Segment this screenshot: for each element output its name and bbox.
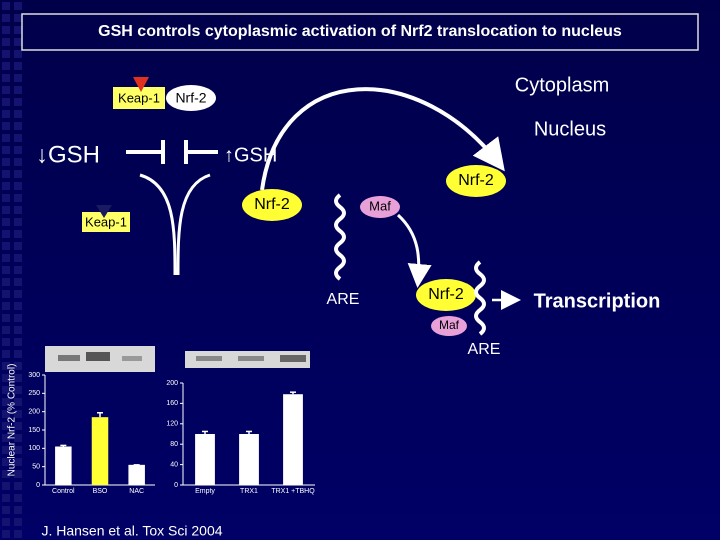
dna	[334, 193, 346, 281]
y-tick-label: 200	[28, 409, 40, 416]
bar	[91, 417, 109, 485]
x-tick-label: Empty	[195, 488, 215, 495]
bar	[239, 434, 259, 485]
nrf2-label: Nrf-2	[458, 172, 494, 189]
nrf2-label: Nrf-2	[428, 286, 464, 303]
keap1-box	[113, 87, 165, 109]
nrf2-node	[242, 189, 302, 221]
maf-label: Maf	[439, 318, 460, 332]
fork	[139, 173, 211, 276]
blot-band	[122, 356, 142, 361]
triangle	[133, 77, 149, 92]
maf-node	[431, 316, 467, 336]
y-axis-label: Nuclear Nrf-2 (% Control)	[7, 364, 18, 477]
maf-node	[360, 196, 400, 218]
nrf2-node	[166, 85, 216, 111]
slide-title: GSH controls cytoplasmic activation of N…	[98, 23, 622, 40]
translocation-arrow	[260, 87, 505, 191]
binding-arrow	[396, 213, 432, 288]
nrf2-node	[446, 165, 506, 197]
y-tick-label: 50	[32, 464, 40, 471]
keap1-box	[82, 212, 130, 232]
y-tick-label: 300	[28, 372, 40, 379]
blot-band	[86, 352, 110, 361]
y-tick-label: 120	[166, 421, 178, 428]
y-tick-label: 150	[28, 427, 40, 434]
blot-band	[58, 355, 80, 361]
title-box	[21, 13, 699, 51]
nucleus-label: Nucleus	[534, 118, 606, 140]
x-tick-label: BSO	[93, 488, 108, 495]
bar	[55, 446, 72, 485]
gsh-low: ↓GSH	[36, 141, 100, 168]
y-tick-label: 100	[28, 445, 40, 452]
y-tick-label: 80	[170, 441, 178, 448]
y-tick-label: 200	[166, 380, 178, 387]
nrf2-node	[416, 279, 476, 311]
cytoplasm-label: Cytoplasm	[515, 74, 609, 96]
x-tick-label: TRX1	[240, 488, 258, 495]
blot-band	[280, 355, 306, 362]
y-tick-label: 250	[28, 390, 40, 397]
keap1-label: Keap-1	[118, 90, 160, 105]
y-tick-label: 40	[170, 461, 178, 468]
x-tick-label: TRX1 +TBHQ	[271, 488, 315, 495]
bar	[195, 434, 215, 485]
blot-band	[196, 356, 222, 361]
y-tick-label: 0	[174, 482, 178, 489]
bar	[128, 464, 145, 485]
diagram: Cytoplasm Nucleus Keap-1 Nrf-2 ↓GSH ↑GSH…	[36, 74, 660, 358]
citation: J. Hansen et al. Tox Sci 2004	[41, 523, 222, 539]
are-label: ARE	[468, 341, 501, 358]
blot-band	[238, 356, 264, 361]
nrf2-label: Nrf-2	[254, 196, 290, 213]
transcription-label: Transcription	[534, 290, 661, 312]
bar	[283, 394, 303, 485]
x-tick-label: NAC	[129, 488, 144, 495]
y-tick-label: 0	[36, 482, 40, 489]
dna	[474, 260, 486, 336]
are-label: ARE	[327, 291, 360, 308]
keap1-label: Keap-1	[85, 214, 127, 229]
x-tick-label: Control	[52, 488, 75, 495]
triangle	[96, 205, 112, 218]
maf-label: Maf	[369, 198, 391, 213]
y-tick-label: 160	[166, 400, 178, 407]
gsh-high: ↑GSH	[224, 144, 277, 166]
decor-column	[0, 0, 22, 540]
charts: 0 50 100 150 200 250 300 Control BSO NAC 0 40 80 120 1…	[28, 372, 315, 495]
nrf2-label: Nrf-2	[175, 90, 206, 106]
